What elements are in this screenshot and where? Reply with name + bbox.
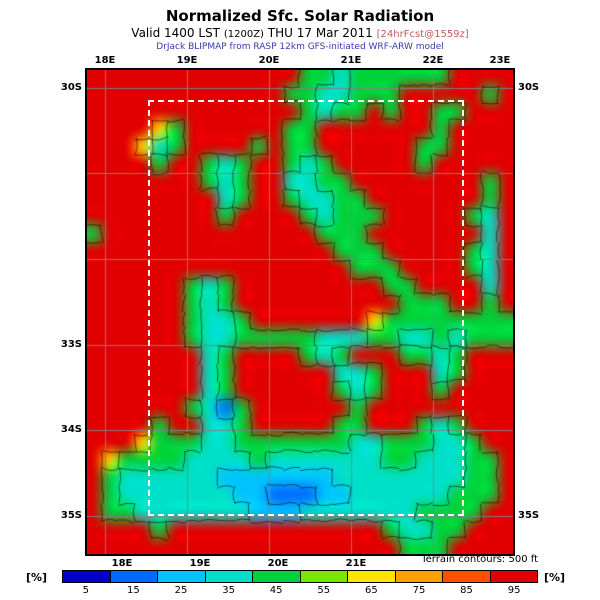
valid-prefix: Valid 1400 LST xyxy=(131,26,221,40)
colorbar-tick-label: 35 xyxy=(222,585,235,596)
lon-tick-label-bottom: 19E xyxy=(189,558,211,569)
colorbar-segment xyxy=(395,571,443,582)
colorbar-segment xyxy=(300,571,348,582)
colorbar-tick-label: 25 xyxy=(174,585,188,596)
forecast-tag: [24hrFcst@1559z] xyxy=(376,29,469,40)
colorbar-tick-label: 65 xyxy=(364,585,378,596)
colorbar-segment xyxy=(63,571,111,582)
colorbar-segment xyxy=(490,571,537,582)
lat-tick-label-left: 34S xyxy=(60,424,82,435)
valid-time-line: Valid 1400 LST (1200Z) THU 17 Mar 2011 [… xyxy=(0,26,600,40)
heatmap-canvas xyxy=(85,68,515,556)
lon-tick-label-top: 23E xyxy=(489,55,511,66)
colorbar-tick-labels: 5 15 25 35 45 55 65 75 85 95 xyxy=(62,585,538,596)
colorbar-segment xyxy=(205,571,253,582)
colorbar-segment xyxy=(110,571,158,582)
percent-unit-right: [%] xyxy=(544,571,566,584)
lon-tick-label-top: 20E xyxy=(258,55,280,66)
lon-tick-label-top: 21E xyxy=(340,55,362,66)
colorbar-segment xyxy=(253,571,301,582)
lat-tick-label-left: 30S xyxy=(60,82,82,93)
colorbar-segment xyxy=(158,571,206,582)
colorbar-tick-label: 15 xyxy=(127,585,140,596)
colorbar xyxy=(62,570,538,583)
colorbar-tick-label: 85 xyxy=(460,585,473,596)
lat-tick-label-left: 35S xyxy=(60,510,82,521)
colorbar-tick-label: 5 xyxy=(82,585,89,596)
model-credit-line: DrJack BLIPMAP from RASP 12km GFS-initia… xyxy=(156,42,444,52)
lon-tick-label-bottom: 18E xyxy=(111,558,133,569)
lon-tick-label-top: 19E xyxy=(176,55,198,66)
lat-tick-label-right: 35S xyxy=(518,510,540,521)
valid-zulu-time: (1200Z) xyxy=(223,29,264,40)
colorbar-tick-label: 95 xyxy=(507,585,521,596)
percent-unit-left: [%] xyxy=(26,571,48,584)
lon-tick-label-bottom: 20E xyxy=(267,558,289,569)
lat-tick-label-left: 33S xyxy=(60,339,82,350)
lat-tick-label-right: 30S xyxy=(518,82,540,93)
valid-date: THU 17 Mar 2011 xyxy=(267,26,373,40)
colorbar-segment xyxy=(348,571,396,582)
terrain-contours-note: Terrain contours: 500 ft xyxy=(421,554,538,565)
colorbar-tick-label: 55 xyxy=(317,585,331,596)
colorbar-tick-label: 45 xyxy=(269,585,283,596)
lon-tick-label-top: 18E xyxy=(94,55,116,66)
colorbar-tick-label: 75 xyxy=(412,585,426,596)
lon-tick-label-top: 22E xyxy=(422,55,444,66)
colorbar-segment xyxy=(443,571,491,582)
chart-title: Normalized Sfc. Solar Radiation xyxy=(165,7,435,25)
map-plot xyxy=(85,68,515,556)
